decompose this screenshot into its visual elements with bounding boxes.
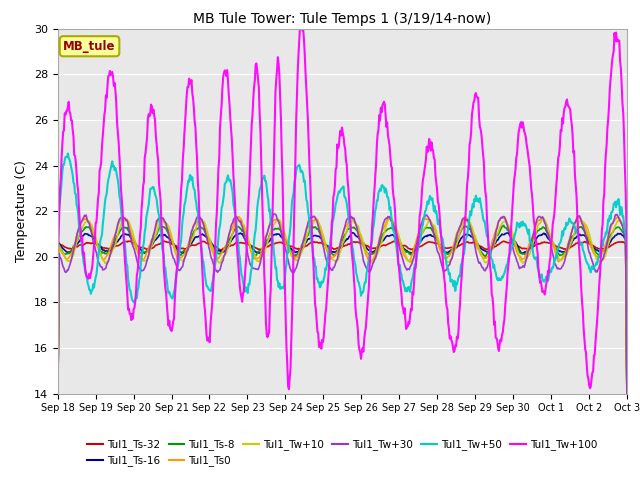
- Text: MB_tule: MB_tule: [63, 40, 116, 53]
- Title: MB Tule Tower: Tule Temps 1 (3/19/14-now): MB Tule Tower: Tule Temps 1 (3/19/14-now…: [193, 12, 492, 26]
- Y-axis label: Temperature (C): Temperature (C): [15, 160, 28, 262]
- Legend: Tul1_Ts-32, Tul1_Ts-16, Tul1_Ts-8, Tul1_Ts0, Tul1_Tw+10, Tul1_Tw+30, Tul1_Tw+50,: Tul1_Ts-32, Tul1_Ts-16, Tul1_Ts-8, Tul1_…: [83, 435, 602, 471]
